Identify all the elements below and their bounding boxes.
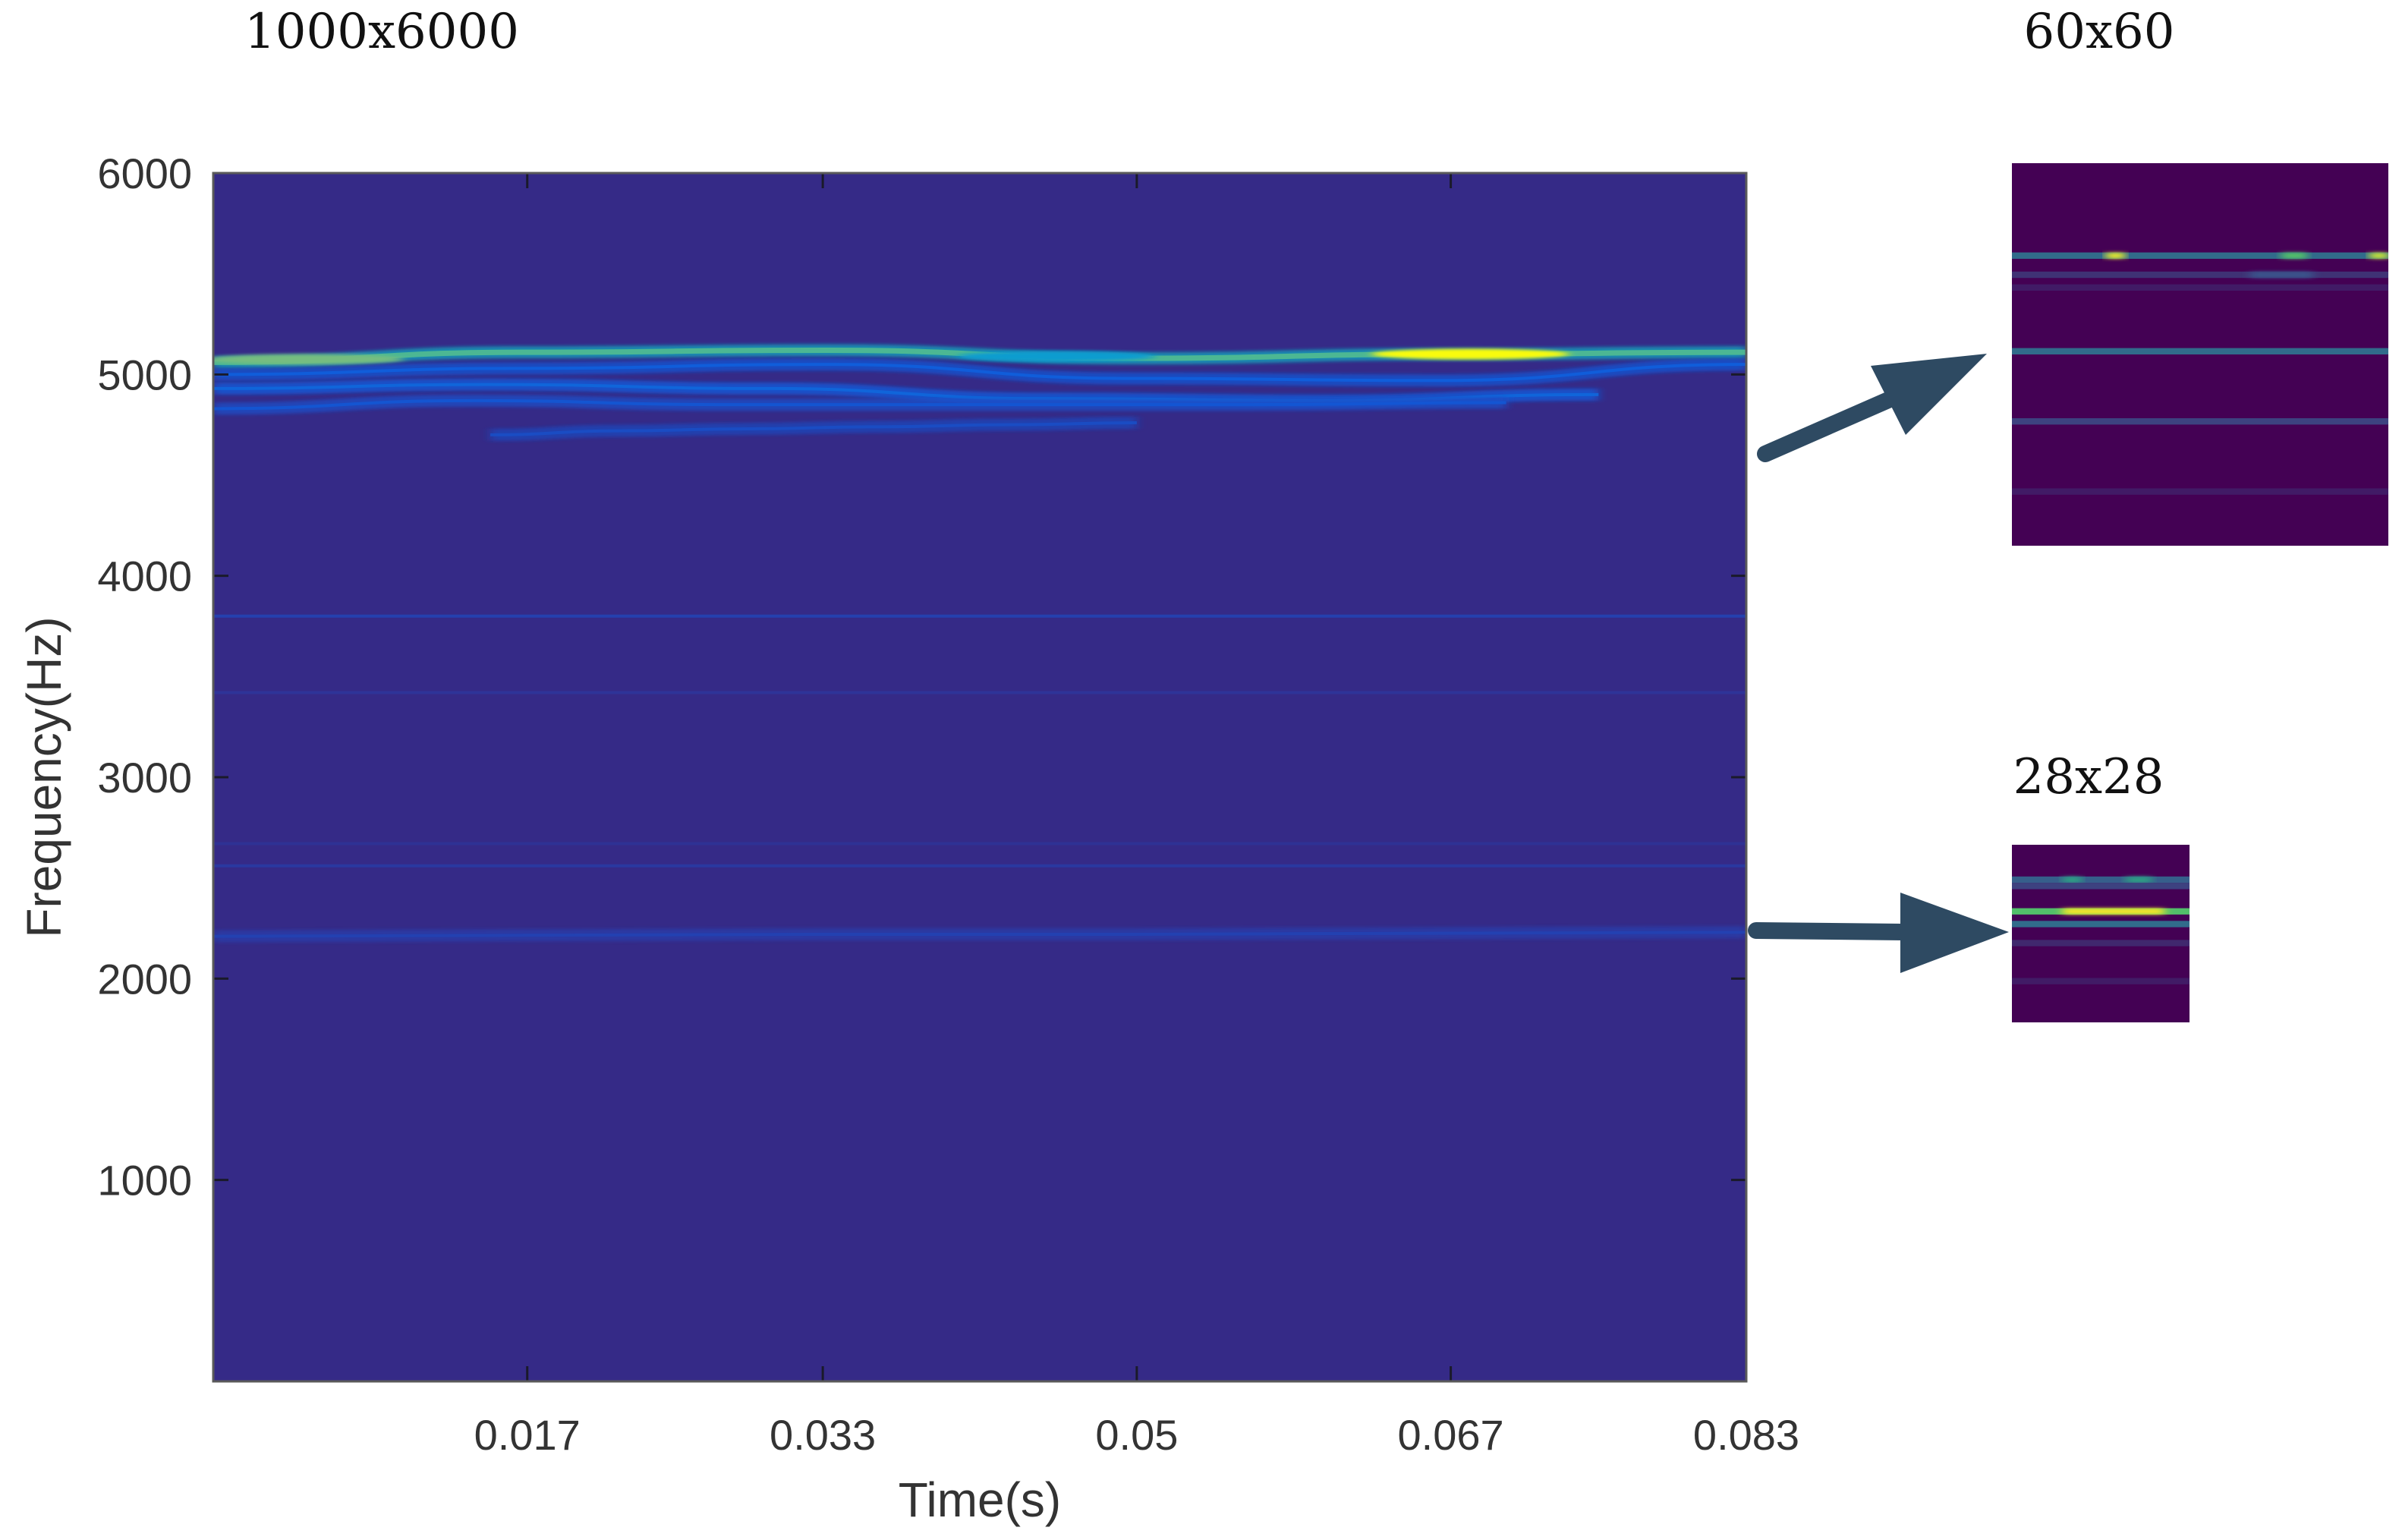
inset-band-0-0	[2012, 876, 2190, 883]
small-inset-bands	[2012, 876, 2190, 984]
hot-spot-0	[213, 354, 405, 365]
inset-band-2-1	[2062, 908, 2164, 915]
x-tick-label-1: 0.033	[770, 1411, 876, 1459]
arrow-to-small-inset	[1748, 893, 2009, 973]
inset-band-3-0	[2012, 921, 2190, 927]
y-tick-label-0: 1000	[97, 1157, 192, 1205]
inset-band-0-1	[2062, 876, 2082, 883]
x-tick-label-3: 0.067	[1398, 1411, 1504, 1459]
x-tick-label-0: 0.017	[474, 1411, 581, 1459]
inset-band-4-0	[2012, 940, 2190, 946]
inset-band-1-0	[2012, 883, 2190, 890]
plot-frame	[212, 172, 1748, 1383]
y-tick-label-2: 3000	[97, 754, 192, 801]
x-tick-labels: 0.017 0.033 0.05 0.067 0.083	[474, 1411, 1799, 1459]
inset-band-0-2	[2281, 252, 2307, 259]
main-plot: 0.017 0.033 0.05 0.067 0.083 1000 2000 3000 400…	[17, 150, 1799, 1527]
y-tick-label-3: 4000	[97, 553, 192, 600]
x-tick-label-4: 0.083	[1693, 1411, 1799, 1459]
inset-band-1-1	[2250, 271, 2313, 279]
inset-band-5-0	[2012, 978, 2190, 984]
ridge-3	[213, 398, 1506, 411]
ridge-4	[490, 421, 1137, 436]
y-tick-labels: 1000 2000 3000 4000 5000 6000	[97, 150, 192, 1205]
inset-band-0-2	[2126, 876, 2152, 883]
inset-band-3-0	[2012, 348, 2388, 354]
inset-band-4-0	[2012, 418, 2388, 425]
inset-band-1-0	[2012, 271, 2388, 279]
x-tick-label-2: 0.05	[1095, 1411, 1178, 1459]
y-tick-label-5: 6000	[97, 150, 192, 197]
hot-spot-1	[958, 351, 1155, 362]
small-inset	[2012, 845, 2190, 1022]
inset-band-5-0	[2012, 488, 2388, 495]
inset-band-2-0	[2012, 284, 2388, 291]
main-size-label: 1000x6000	[244, 4, 519, 60]
ridge-9	[213, 931, 1746, 938]
arrow-to-large-inset	[1757, 354, 1987, 462]
y-tick-label-1: 2000	[97, 955, 192, 1003]
small-size-label: 28x28	[2013, 749, 2164, 805]
inset-band-0-0	[2012, 252, 2388, 259]
ridges-layer	[213, 344, 1746, 943]
large-size-label: 60x60	[2024, 4, 2175, 60]
inset-band-0-3	[2369, 252, 2388, 259]
ridge-1	[213, 363, 1746, 383]
hot-spot-2	[1371, 348, 1569, 360]
x-axis-label: Time(s)	[899, 1472, 1061, 1527]
y-tick-label-4: 5000	[97, 351, 192, 398]
inset-band-0-1	[2106, 252, 2125, 259]
large-inset	[2012, 163, 2388, 546]
large-inset-bands	[2012, 252, 2388, 495]
small-inset-background	[2012, 845, 2190, 1022]
y-axis-label: Frequency(Hz)	[17, 616, 71, 937]
